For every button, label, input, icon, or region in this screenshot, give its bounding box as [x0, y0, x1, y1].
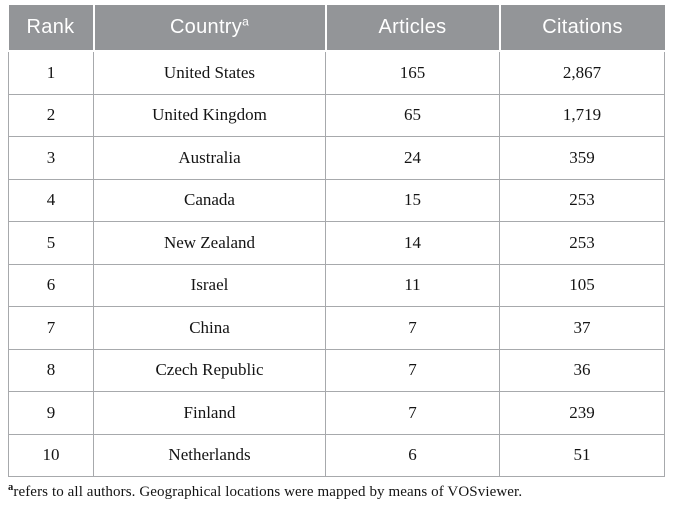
cell-country: Canada: [93, 178, 326, 222]
cell-articles: 11: [325, 263, 500, 307]
cell-country: Finland: [93, 391, 326, 435]
header-country-label: Country: [169, 16, 243, 38]
table-row: 10 Netherlands 6 51: [8, 433, 665, 477]
cell-citations: 37: [499, 306, 665, 350]
cell-citations: 359: [499, 136, 665, 180]
cell-rank: 5: [8, 221, 94, 265]
cell-rank: 3: [8, 136, 94, 180]
table-row: 2 United Kingdom 65 1,719: [8, 93, 665, 137]
cell-rank: 7: [8, 306, 94, 350]
cell-rank: 2: [8, 93, 94, 137]
cell-citations: 239: [499, 391, 665, 435]
cell-country: China: [93, 306, 326, 350]
header-articles-label: Articles: [378, 16, 447, 38]
cell-country: Czech Republic: [93, 348, 326, 392]
cell-articles: 14: [325, 221, 500, 265]
header-row: Rank Countrya Articles Citations: [8, 5, 665, 52]
table-row: 5 New Zealand 14 253: [8, 221, 665, 265]
header-rank: Rank: [8, 5, 94, 52]
cell-citations: 253: [499, 178, 665, 222]
country-ranking-table: Rank Countrya Articles Citations 1 Unite…: [8, 5, 665, 477]
cell-articles: 7: [325, 306, 500, 350]
cell-country: Australia: [93, 136, 326, 180]
cell-rank: 9: [8, 391, 94, 435]
table-row: 3 Australia 24 359: [8, 136, 665, 180]
cell-citations: 51: [499, 433, 665, 477]
table-row: 6 Israel 11 105: [8, 263, 665, 307]
cell-citations: 2,867: [499, 50, 665, 95]
table-row: 8 Czech Republic 7 36: [8, 348, 665, 392]
cell-citations: 36: [499, 348, 665, 392]
cell-country: New Zealand: [93, 221, 326, 265]
cell-country: Netherlands: [93, 433, 326, 477]
header-country-superscript: a: [242, 14, 250, 29]
table-header: Rank Countrya Articles Citations: [8, 5, 665, 52]
cell-articles: 6: [325, 433, 500, 477]
cell-country: United Kingdom: [93, 93, 326, 137]
header-citations-label: Citations: [542, 16, 623, 38]
cell-citations: 253: [499, 221, 665, 265]
table-row: 4 Canada 15 253: [8, 178, 665, 222]
table-row: 9 Finland 7 239: [8, 391, 665, 435]
cell-rank: 1: [8, 50, 94, 95]
header-country: Countrya: [92, 5, 326, 52]
cell-rank: 8: [8, 348, 94, 392]
cell-country: United States: [93, 50, 326, 95]
cell-citations: 105: [499, 263, 665, 307]
header-rank-label: Rank: [26, 16, 75, 38]
table-row: 1 United States 165 2,867: [8, 50, 665, 95]
cell-articles: 65: [325, 93, 500, 137]
footnote-text: refers to all authors. Geographical loca…: [13, 484, 523, 500]
cell-articles: 7: [325, 348, 500, 392]
cell-articles: 165: [325, 50, 500, 95]
cell-articles: 15: [325, 178, 500, 222]
footnote-marker: a: [8, 482, 14, 493]
cell-articles: 24: [325, 136, 500, 180]
cell-rank: 10: [8, 433, 94, 477]
table-footnote: arefers to all authors. Geographical loc…: [8, 482, 673, 501]
table-row: 7 China 7 37: [8, 306, 665, 350]
cell-rank: 4: [8, 178, 94, 222]
cell-citations: 1,719: [499, 93, 665, 137]
cell-rank: 6: [8, 263, 94, 307]
cell-country: Israel: [93, 263, 326, 307]
header-citations: Citations: [498, 5, 665, 52]
header-articles: Articles: [324, 5, 500, 52]
cell-articles: 7: [325, 391, 500, 435]
table-body: 1 United States 165 2,867 2 United Kingd…: [8, 50, 665, 477]
